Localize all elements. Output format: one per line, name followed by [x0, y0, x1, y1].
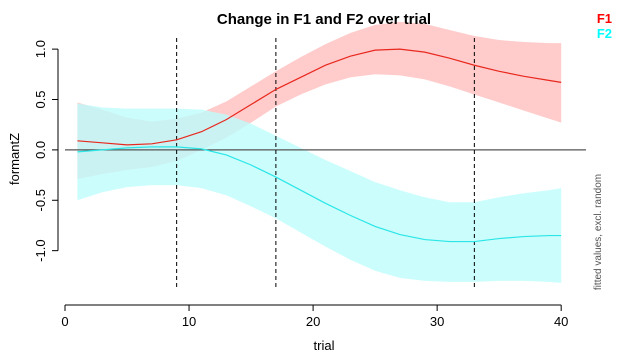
x-tick-label: 20 [306, 314, 320, 329]
x-tick-label: 10 [182, 314, 196, 329]
x-tick-label: 30 [430, 314, 444, 329]
y-tick-label: -1.0 [33, 239, 48, 261]
x-tick-label: 0 [61, 314, 68, 329]
y-tick-label: 0.0 [33, 141, 48, 159]
legend-entry-f2: F2 [597, 26, 612, 41]
series-lines [77, 48, 562, 243]
x-axis-label: trial [314, 338, 335, 353]
reference-lines [65, 38, 586, 288]
line-f1 [77, 48, 562, 146]
y-tick-label: -0.5 [33, 189, 48, 211]
y-tick-label: 1.0 [33, 40, 48, 58]
band-f2 [77, 103, 562, 283]
y-axis-label: formantZ [7, 133, 22, 185]
chart-title: Change in F1 and F2 over trial [217, 11, 431, 28]
legend-entry-f1: F1 [597, 11, 612, 26]
line-f2 [77, 146, 562, 243]
axes: 0 10 20 30 40 -1.0 -0.5 0.0 0.5 1.0 [33, 40, 568, 329]
x-tick-label: 40 [554, 314, 568, 329]
y-tick-label: 0.5 [33, 90, 48, 108]
side-note: fitted values, excl. random [593, 174, 604, 290]
confidence-bands [77, 21, 562, 283]
